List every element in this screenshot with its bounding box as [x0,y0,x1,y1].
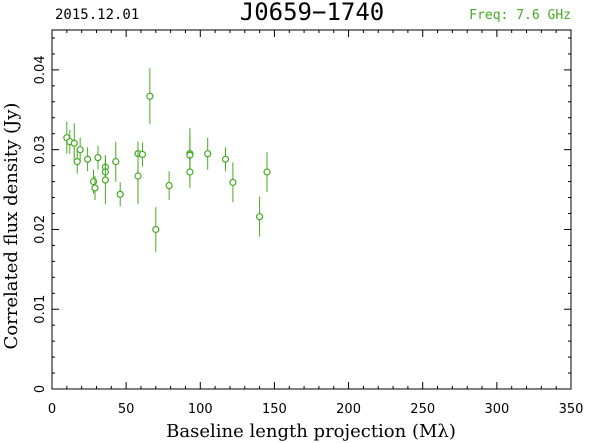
data-point [263,168,271,176]
x-tick-label: 0 [48,402,56,417]
data-point [89,177,98,186]
data-point [83,155,92,163]
data-point [70,139,78,147]
y-axis-label: Correlated flux density (Jy) [1,103,22,350]
x-tick-label: 250 [410,402,435,417]
y-tick-label: 0 [33,385,48,393]
data-point [221,155,230,163]
plot-frame [51,29,572,390]
observation-date: 2015.12.01 [55,7,139,23]
x-tick-label: 350 [559,402,584,417]
data-point [204,150,212,158]
data-point [138,150,147,159]
x-axis-label: Baseline length projection (Mλ) [166,421,456,442]
x-tick-label: 100 [188,402,213,417]
data-point [91,184,99,192]
data-point [229,178,237,186]
chart-title: J0659−1740 [240,0,385,26]
y-tick-label: 0.04 [33,55,48,84]
x-tick-label: 50 [118,402,135,417]
data-point [134,172,142,180]
data-point [116,190,124,198]
y-tick-label: 0.02 [33,215,48,244]
x-tick-label: 150 [262,402,287,417]
x-tick-label: 200 [336,402,361,417]
data-point [73,158,81,166]
data-point [165,181,173,190]
data-point [112,158,120,166]
frequency-label: Freq: 7.6 GHz [469,8,571,23]
y-tick-label: 0.01 [33,295,48,324]
data-point [256,213,264,221]
data-point [186,168,194,176]
data-point [76,146,84,154]
y-tick-label: 0.03 [33,135,48,164]
axis-ticks: 0 50 100 150 200 250 300 350 0 0.01 0.02 0.03 0.04 [33,30,583,417]
data-point [146,92,154,100]
data-point [101,176,109,184]
data-points [63,68,271,252]
data-point [152,225,160,234]
data-point [94,154,102,162]
x-tick-label: 300 [484,402,509,417]
